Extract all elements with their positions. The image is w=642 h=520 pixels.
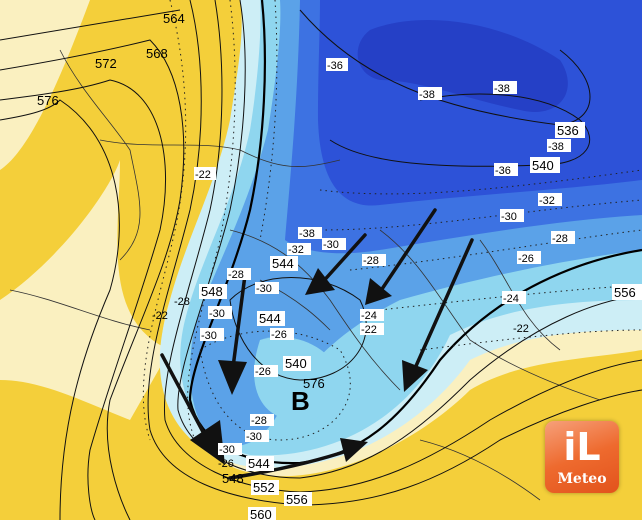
logo-text-bottom: Meteo [557, 471, 607, 487]
contour-label: 572 [95, 56, 117, 71]
temperature-label: -30 [209, 308, 225, 320]
contour-label: 536 [557, 123, 579, 138]
cold-air-inflow-north-arrow [218, 273, 247, 395]
temperature-label: -22 [152, 310, 168, 322]
temperature-label: -28 [174, 296, 190, 308]
ilmeteo-logo: iL Meteo [545, 421, 619, 493]
temperature-label: -24 [361, 310, 377, 322]
cold-air-inflow-northeast-arrow [305, 233, 367, 295]
return-flow-south-arrow [228, 438, 368, 480]
temperature-label: -22 [195, 169, 211, 181]
cold-air-inflow-west-arrow [160, 353, 225, 465]
temperature-label: -38 [299, 228, 315, 240]
contour-label: 556 [614, 285, 636, 300]
contour-label: 544 [272, 256, 294, 271]
temperature-label: -28 [228, 269, 244, 281]
temperature-isotherms [142, 0, 642, 441]
temperature-label: -30 [256, 283, 272, 295]
contour-label: 564 [163, 11, 185, 26]
temperature-label: -26 [255, 366, 271, 378]
low-core-area [254, 336, 341, 421]
temperature-label: -28 [552, 233, 568, 245]
cold-air-inflow-balkans-arrow [402, 238, 474, 392]
contour-label: 548 [201, 284, 223, 299]
contour-label: 540 [285, 356, 307, 371]
temperature-label: -22 [513, 323, 529, 335]
contour-label: 540 [532, 158, 554, 173]
temperature-label: -38 [548, 141, 564, 153]
temperature-label: -26 [271, 329, 287, 341]
temperature-label: -30 [246, 431, 262, 443]
contour-label: 548 [222, 471, 244, 486]
temperature-label: -38 [494, 83, 510, 95]
wind-arrows [160, 208, 474, 480]
contour-label: 544 [259, 311, 281, 326]
temperature-label: -30 [501, 211, 517, 223]
temperature-label: -36 [327, 60, 343, 72]
temperature-labels: -22 -36 -38 -38 -38 -36 -32 -30 -28 -26 … [152, 58, 575, 470]
temperature-label: -26 [518, 253, 534, 265]
temperature-label: -36 [495, 165, 511, 177]
temperature-label: -28 [363, 255, 379, 267]
contour-label: 576 [303, 376, 325, 391]
temperature-label: -30 [201, 330, 217, 342]
temperature-label: -22 [361, 324, 377, 336]
temperature-label: -26 [218, 458, 234, 470]
mild-air-area-west [0, 0, 90, 170]
contour-label: 568 [146, 46, 168, 61]
low-pressure-marker: B [291, 386, 310, 416]
contour-label: 556 [286, 492, 308, 507]
contour-label: 576 [37, 93, 59, 108]
cold-air-inflow-east-arrow [365, 208, 437, 305]
logo-text-top: iL [563, 425, 601, 469]
temperature-label: -30 [219, 444, 235, 456]
temperature-label: -32 [539, 195, 555, 207]
contour-label: 544 [248, 456, 270, 471]
geopotential-labels: 564 568 572 576 536 540 556 544 548 544 … [37, 11, 642, 520]
temperature-label: -24 [503, 293, 519, 305]
temperature-label: -38 [419, 89, 435, 101]
contour-label: 560 [250, 507, 272, 520]
temperature-label: -32 [288, 244, 304, 256]
temperature-label: -28 [251, 415, 267, 427]
contour-label: 552 [253, 480, 275, 495]
temperature-label: -30 [323, 239, 339, 251]
